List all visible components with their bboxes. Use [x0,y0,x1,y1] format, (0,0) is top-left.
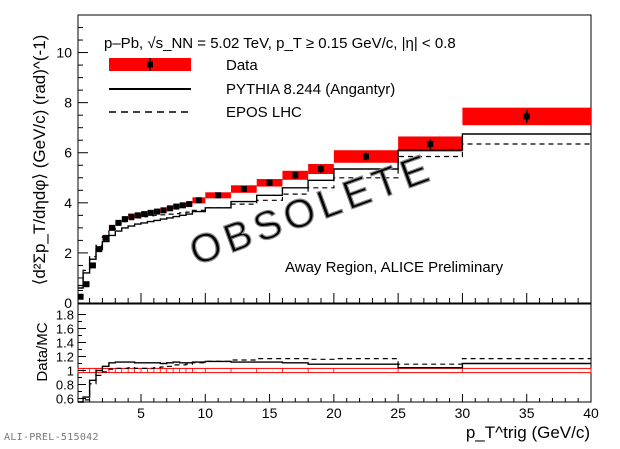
legend: Data PYTHIA 8.244 (Angantyr) EPOS LHC [109,57,395,121]
data-point [96,246,103,253]
legend-label-data: Data [226,57,258,74]
data-point [240,186,247,193]
ratio-x-tick-label: 25 [390,405,406,421]
x-axis-label: p_T^trig (GeV/c) [466,423,590,442]
legend-label-pythia: PYTHIA 8.244 (Angantyr) [226,81,395,98]
data-point [115,219,122,226]
top-y-tick-label: 10 [56,45,72,61]
top-y-tick-label: 2 [64,245,72,261]
data-point [179,202,186,209]
data-point [363,153,369,160]
data-point [195,197,202,204]
top-y-tick-label: 4 [64,195,72,211]
pythia-ratio-curve [78,360,591,403]
top-y-tick-label: 8 [64,95,72,111]
data-point [121,216,128,223]
ratio-x-tick-label: 40 [583,405,599,421]
data-point [166,205,173,212]
pythia-curve [78,133,591,289]
data-point [160,207,167,214]
data-point [173,203,180,210]
data-point [77,293,84,300]
ratio-x-tick-label: 10 [197,405,213,421]
preliminary-id: ALI-PREL-515042 [4,432,99,443]
ratio-x-tick-label: 5 [137,405,145,421]
ratio-y-tick-label: 1.4 [56,336,74,351]
epos-ratio-curve [78,358,591,403]
data-point [147,209,154,216]
epos-curve [78,143,591,287]
top-plot-frame [77,14,592,304]
ratio-x-tick-label: 20 [326,405,342,421]
data-point [83,281,90,288]
ratio-y-tick-label: 0.8 [56,378,74,393]
ratio-plot-frame [77,303,592,403]
legend-label-epos: EPOS LHC [226,104,302,121]
data-point [523,113,530,120]
data-point [186,201,193,208]
data-point [102,234,109,241]
unity-band-box [77,367,592,374]
ratio-axes: 0.60.811.21.41.61.8 5 10 15 20 25 30 35 40 [56,308,599,422]
ratio-unity-band [77,367,592,374]
ratio-y-axis-label: Data/MC [34,322,51,381]
data-point [318,166,324,173]
ratio-y-tick-label: 1 [67,364,74,379]
ratio-y-tick-label: 1.8 [56,308,74,323]
ratio-x-tick-label: 35 [519,405,535,421]
data-point [89,262,96,269]
ratio-y-tick-label: 0.6 [56,392,74,407]
ratio-curves [78,358,591,403]
top-y-axis-label: ⟨d²Σp_T/dηdφ⟩ (GeV/c) (rad)^(-1) [30,35,49,286]
ratio-x-tick-label: 15 [262,405,278,421]
system-text: p–Pb, √s_NN = 5.02 TeV, p_T ≥ 0.15 GeV/c… [104,35,456,52]
annotation: Away Region, ALICE Preliminary [285,259,504,276]
data-point [427,140,434,147]
top-y-tick-label: 6 [64,145,72,161]
data-point [292,172,299,179]
data-point [266,179,273,186]
data-point [134,212,141,219]
data-point [128,213,135,220]
data-point [215,192,222,199]
data-point [109,224,116,231]
ratio-y-tick-label: 1.6 [56,322,74,337]
data-points [77,110,530,300]
data-point [154,208,161,215]
ratio-y-tick-label: 1.2 [56,350,74,365]
top-y-tick-label: 0 [64,295,72,311]
mc-curves [78,133,591,289]
top-axes: 0 2 4 6 8 10 [56,27,592,311]
ratio-x-tick-label: 30 [455,405,471,421]
data-point [141,211,148,218]
legend-data-marker [147,61,153,68]
